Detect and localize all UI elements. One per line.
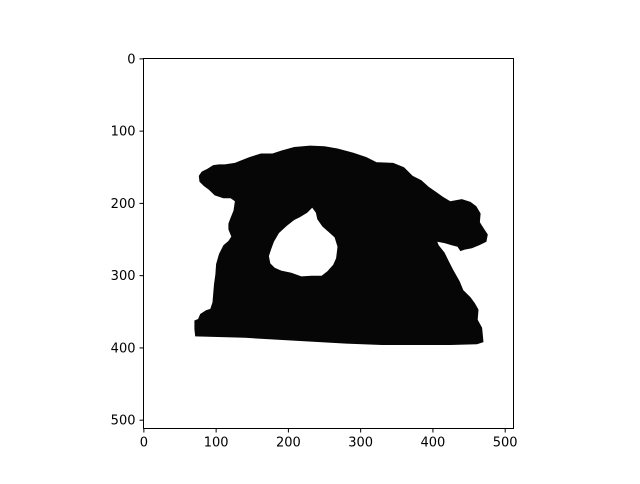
x-tick-label: 100 bbox=[204, 436, 229, 451]
y-tick-label: 200 bbox=[111, 197, 136, 212]
x-axis: 0 100 200 300 400 500 bbox=[140, 428, 518, 451]
y-tick-label: 0 bbox=[127, 52, 135, 67]
mask-shape bbox=[194, 145, 488, 345]
x-tick-label: 300 bbox=[348, 436, 373, 451]
x-tick-label: 0 bbox=[140, 436, 148, 451]
axes-frame bbox=[143, 58, 514, 429]
x-tick-label: 500 bbox=[493, 436, 518, 451]
y-tick-label: 100 bbox=[111, 125, 136, 140]
y-axis: 0 100 200 300 400 500 bbox=[111, 52, 144, 429]
y-tick-label: 500 bbox=[111, 414, 136, 429]
x-tick-label: 400 bbox=[421, 436, 446, 451]
x-tick-label: 200 bbox=[276, 436, 301, 451]
y-tick-label: 400 bbox=[111, 341, 136, 356]
y-tick-label: 300 bbox=[111, 269, 136, 284]
image-layer bbox=[194, 145, 488, 345]
